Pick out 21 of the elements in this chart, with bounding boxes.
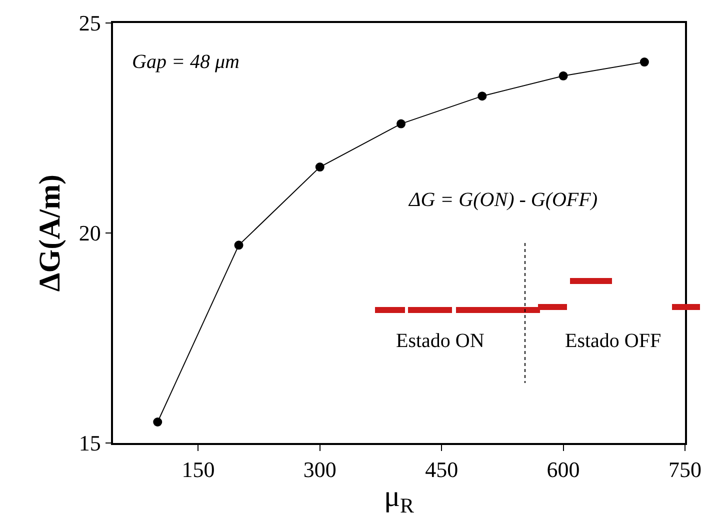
point [315,162,324,172]
annotation: ΔG = G(ON) - G(OFF) [408,189,598,211]
y-tick-label: 20 [78,220,101,246]
point [640,58,649,67]
x-tick-label: 150 [182,457,215,482]
x-tick-label: 750 [668,457,702,482]
y-tick-label: 25 [78,10,101,36]
y-tick-label: 15 [78,430,101,456]
point [478,92,487,101]
point [234,240,244,250]
y-axis-title: ΔG(A/m) [33,174,66,292]
x-tick-label: 300 [303,457,336,482]
x-tick-label: 600 [546,457,580,482]
x-tick-label: 450 [425,457,458,482]
annotation: Gap = 48 μm [132,51,240,73]
point [558,71,568,80]
annotation: Estado OFF [565,330,662,352]
point [396,119,406,128]
x-axis-title: μ$_{R}$ [384,480,414,518]
point [153,418,162,426]
annotation: Estado ON [396,330,484,352]
